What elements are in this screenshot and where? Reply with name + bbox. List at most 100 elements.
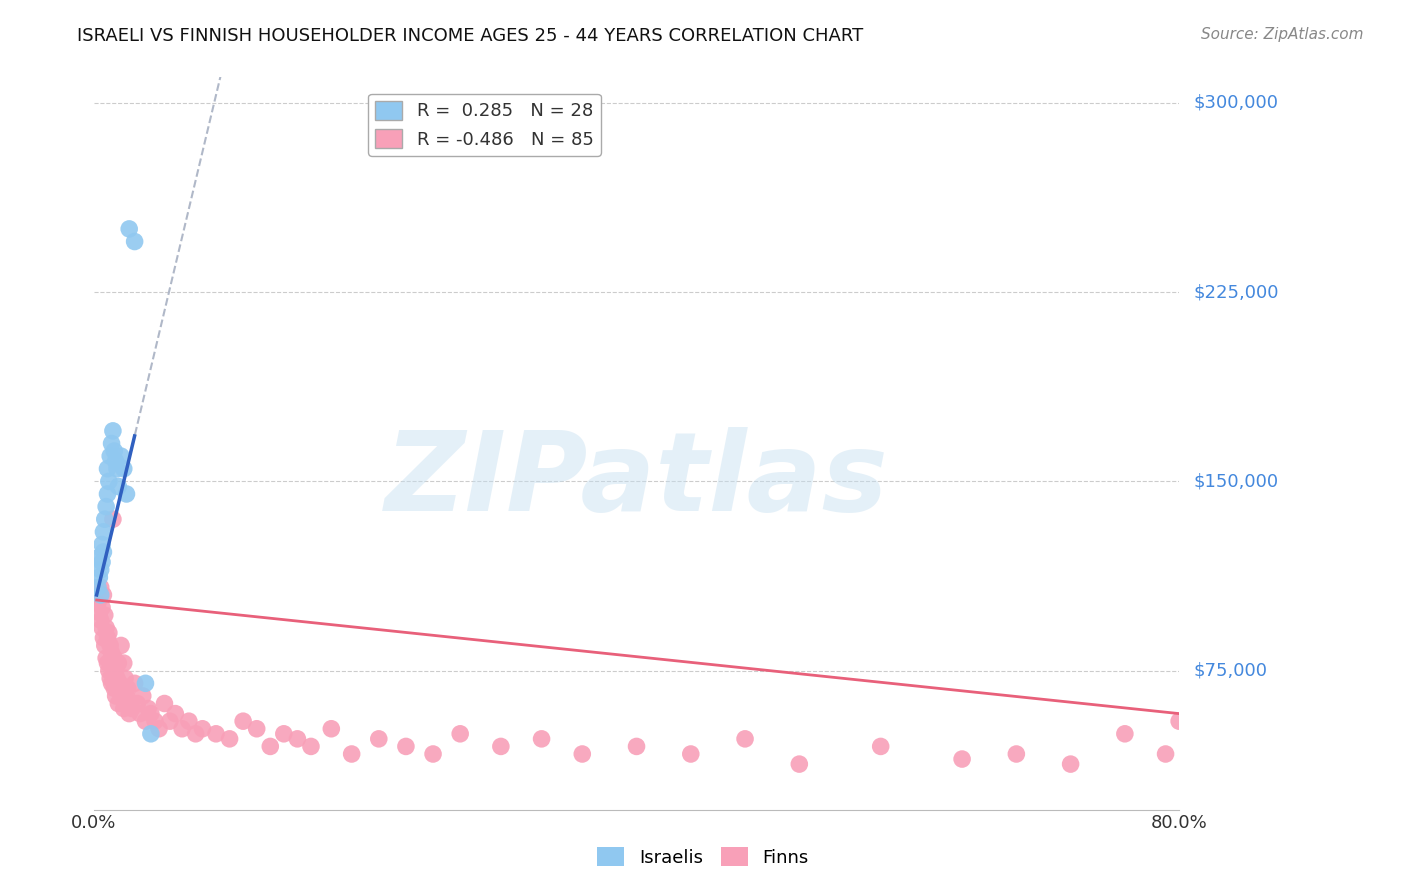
- Point: [246, 722, 269, 736]
- Point: [117, 681, 139, 696]
- Text: $150,000: $150,000: [1194, 473, 1278, 491]
- Text: $225,000: $225,000: [1194, 283, 1278, 301]
- Point: [118, 706, 141, 721]
- Point: [101, 512, 124, 526]
- Point: [103, 651, 125, 665]
- Point: [87, 581, 110, 595]
- Point: [153, 697, 176, 711]
- Point: [103, 681, 125, 696]
- Point: [97, 625, 120, 640]
- Point: [299, 739, 322, 754]
- Point: [108, 676, 131, 690]
- Point: [93, 588, 115, 602]
- Point: [90, 581, 112, 595]
- Point: [395, 739, 418, 754]
- Legend: R =  0.285   N = 28, R = -0.486   N = 85: R = 0.285 N = 28, R = -0.486 N = 85: [368, 94, 600, 156]
- Point: [96, 461, 118, 475]
- Point: [143, 714, 166, 729]
- Point: [98, 671, 121, 685]
- Point: [1059, 757, 1081, 772]
- Point: [340, 747, 363, 761]
- Text: ISRAELI VS FINNISH HOUSEHOLDER INCOME AGES 25 - 44 YEARS CORRELATION CHART: ISRAELI VS FINNISH HOUSEHOLDER INCOME AG…: [77, 27, 863, 45]
- Point: [148, 722, 170, 736]
- Point: [1114, 727, 1136, 741]
- Point: [105, 671, 128, 685]
- Point: [111, 689, 134, 703]
- Text: $75,000: $75,000: [1194, 662, 1267, 680]
- Point: [96, 631, 118, 645]
- Point: [115, 689, 138, 703]
- Text: Source: ZipAtlas.com: Source: ZipAtlas.com: [1201, 27, 1364, 42]
- Point: [124, 235, 146, 249]
- Point: [101, 656, 124, 670]
- Point: [136, 701, 159, 715]
- Point: [93, 545, 115, 559]
- Point: [107, 479, 129, 493]
- Point: [127, 697, 149, 711]
- Point: [129, 706, 152, 721]
- Point: [869, 739, 891, 754]
- Point: [94, 500, 117, 514]
- Point: [139, 727, 162, 741]
- Point: [97, 664, 120, 678]
- Point: [118, 222, 141, 236]
- Point: [172, 722, 194, 736]
- Point: [132, 689, 155, 703]
- Point: [110, 639, 132, 653]
- Text: $300,000: $300,000: [1194, 94, 1278, 112]
- Point: [89, 550, 111, 565]
- Point: [112, 461, 135, 475]
- Point: [100, 676, 122, 690]
- Point: [101, 424, 124, 438]
- Point: [139, 706, 162, 721]
- Point: [287, 731, 309, 746]
- Point: [98, 449, 121, 463]
- Point: [90, 563, 112, 577]
- Point: [367, 731, 389, 746]
- Point: [104, 664, 127, 678]
- Point: [232, 714, 254, 729]
- Point: [134, 676, 156, 690]
- Point: [97, 475, 120, 489]
- Point: [107, 697, 129, 711]
- Point: [94, 639, 117, 653]
- Point: [94, 621, 117, 635]
- Point: [626, 739, 648, 754]
- Point: [1168, 714, 1191, 729]
- Point: [530, 731, 553, 746]
- Point: [734, 731, 756, 746]
- Point: [218, 731, 240, 746]
- Point: [103, 444, 125, 458]
- Point: [91, 555, 114, 569]
- Point: [177, 714, 200, 729]
- Point: [1154, 747, 1177, 761]
- Point: [90, 613, 112, 627]
- Point: [91, 537, 114, 551]
- Point: [124, 676, 146, 690]
- Point: [191, 722, 214, 736]
- Point: [449, 727, 471, 741]
- Point: [165, 706, 187, 721]
- Point: [259, 739, 281, 754]
- Legend: Israelis, Finns: Israelis, Finns: [591, 840, 815, 874]
- Point: [112, 656, 135, 670]
- Point: [93, 631, 115, 645]
- Point: [104, 689, 127, 703]
- Point: [422, 747, 444, 761]
- Point: [89, 570, 111, 584]
- Point: [94, 651, 117, 665]
- Point: [679, 747, 702, 761]
- Point: [94, 608, 117, 623]
- Point: [134, 714, 156, 729]
- Point: [89, 606, 111, 620]
- Point: [100, 646, 122, 660]
- Point: [159, 714, 181, 729]
- Point: [105, 461, 128, 475]
- Point: [321, 722, 343, 736]
- Point: [120, 697, 142, 711]
- Point: [121, 701, 143, 715]
- Point: [1005, 747, 1028, 761]
- Point: [104, 454, 127, 468]
- Point: [90, 588, 112, 602]
- Point: [114, 671, 136, 685]
